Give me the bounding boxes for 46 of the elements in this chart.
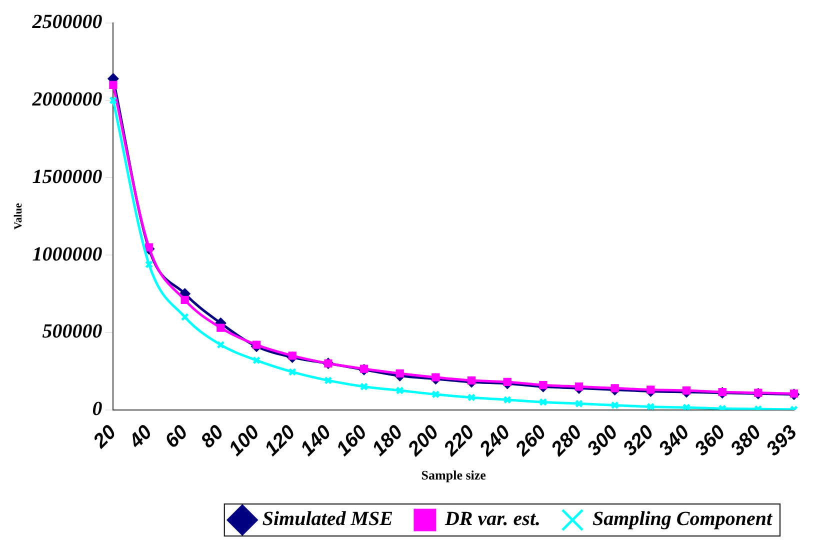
point [682, 386, 691, 395]
point [396, 386, 404, 395]
point [646, 386, 655, 394]
legend-label: Sampling Component [592, 508, 774, 530]
point [216, 324, 225, 332]
point [324, 376, 332, 385]
y-tick-label: 0 [92, 398, 102, 420]
x-tick-label: 40 [124, 421, 156, 454]
point [216, 340, 225, 349]
y-tick-label: 1500000 [32, 166, 102, 188]
point [252, 356, 261, 364]
point [503, 378, 512, 386]
point [574, 382, 584, 391]
point [610, 401, 619, 410]
point [467, 376, 476, 385]
point [360, 382, 368, 391]
point [467, 393, 476, 402]
point [503, 396, 512, 404]
point [646, 402, 655, 410]
point [790, 390, 798, 398]
point [180, 312, 189, 322]
point [144, 260, 154, 268]
point [288, 352, 296, 360]
point [539, 398, 548, 406]
point [574, 400, 584, 408]
y-tick-label: 1000000 [32, 243, 102, 266]
point [396, 369, 404, 378]
point [610, 384, 619, 392]
point [109, 80, 118, 89]
x-tick-label: 60 [161, 421, 192, 452]
y-tick-label: 2000000 [31, 88, 102, 111]
legend-label: DR var. est. [444, 508, 541, 530]
y-axis-title: Value [12, 203, 24, 230]
x-tick-label: 20 [88, 421, 121, 454]
point [252, 340, 261, 349]
point [144, 243, 154, 252]
point [288, 368, 296, 376]
point [682, 403, 691, 410]
x-axis-title: Sample size [421, 468, 486, 483]
point [718, 388, 726, 396]
y-tick-label: 2500000 [31, 11, 102, 34]
legend-label: Simulated MSE [262, 508, 393, 530]
point [360, 364, 368, 373]
y-tick-label: 500000 [42, 320, 102, 343]
point [432, 390, 440, 398]
point [180, 296, 189, 304]
